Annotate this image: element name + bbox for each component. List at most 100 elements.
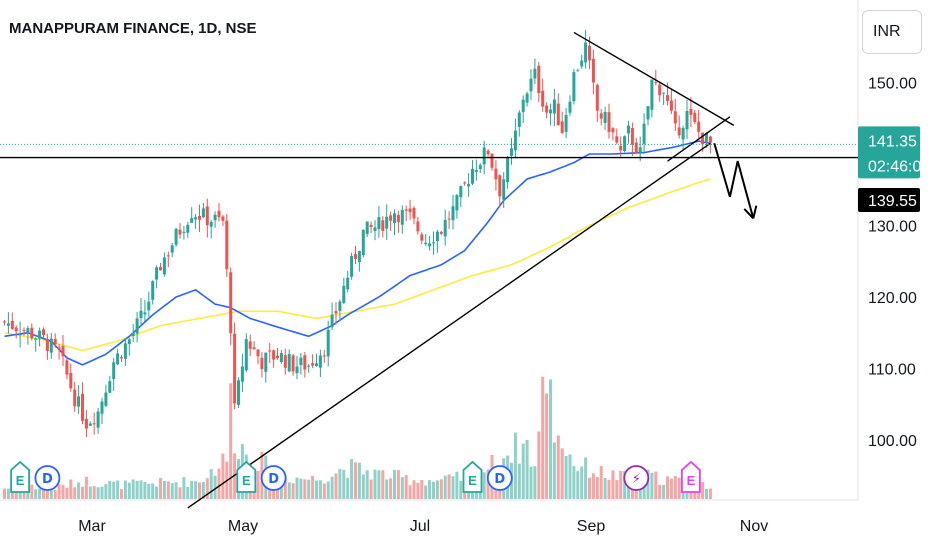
candle-body — [603, 111, 607, 123]
candle-body — [404, 209, 408, 211]
volume-bar — [607, 479, 611, 499]
candle-body — [630, 127, 634, 145]
candle-body — [396, 214, 400, 223]
volume-bar — [77, 482, 81, 499]
ma-fast-line — [4, 140, 711, 366]
candle-body — [38, 330, 42, 339]
candle-body — [357, 250, 361, 263]
event-marker-label: D — [42, 472, 53, 487]
candle-body — [564, 115, 568, 132]
volume-bar — [439, 479, 443, 499]
candle-body — [170, 245, 174, 253]
candle-body — [22, 329, 26, 331]
candle-body — [162, 257, 166, 275]
candle-body — [478, 164, 482, 170]
volume-bar — [552, 442, 556, 499]
volume-bar — [14, 487, 18, 499]
candle-body — [92, 423, 96, 425]
volume-bar — [619, 470, 623, 499]
candle-body — [658, 84, 662, 96]
candle-body — [120, 357, 123, 359]
candle-body — [139, 310, 143, 319]
volume-bar — [584, 457, 588, 499]
volume-bar — [96, 487, 100, 499]
volume-bar — [451, 476, 455, 499]
candle-body — [213, 214, 217, 221]
candles — [3, 29, 712, 438]
volume-bar — [6, 488, 10, 499]
volume-bar — [361, 474, 365, 499]
candle-body — [205, 206, 209, 226]
candle-body — [662, 92, 666, 94]
projection-arrow-head — [752, 205, 758, 219]
volume-bar — [116, 480, 120, 499]
volume-bar — [88, 486, 92, 499]
candle-body — [549, 109, 552, 114]
volume-bar — [174, 482, 178, 499]
event-markers[interactable]: E D E D E D ⚡ E — [10, 460, 701, 493]
volume-bar — [170, 483, 174, 499]
candle-body — [369, 224, 373, 228]
candle-body — [287, 354, 291, 372]
candle-body — [108, 381, 112, 393]
candle-body — [673, 111, 677, 124]
candle-body — [61, 346, 65, 357]
volume-bar — [346, 477, 350, 499]
currency-selector[interactable]: INR — [862, 10, 922, 54]
last-price-tag — [858, 126, 920, 179]
volume-bar — [303, 479, 307, 499]
candle-body — [322, 355, 326, 357]
volume-bar — [350, 459, 354, 499]
candle-body — [194, 217, 198, 220]
volume-bar — [30, 484, 34, 499]
candle-body — [513, 130, 517, 151]
trendlines[interactable] — [0, 31, 858, 509]
candle-body — [650, 79, 654, 110]
candle-body — [6, 323, 10, 326]
volume-bar — [677, 477, 681, 499]
volume-bar — [443, 475, 447, 499]
volume-bar — [486, 469, 490, 499]
volume-bar — [190, 480, 194, 499]
volume-bar — [537, 431, 541, 499]
candle-body — [595, 84, 599, 111]
candle-body — [217, 210, 221, 218]
candle-body — [619, 145, 623, 151]
event-marker-label: ⚡ — [632, 472, 641, 487]
candle-body — [646, 106, 650, 120]
candle-body — [576, 70, 580, 72]
bar-countdown: 02:46:09 — [868, 158, 930, 175]
candle-body — [389, 215, 393, 221]
candle-body — [276, 355, 279, 358]
volume-bar — [572, 466, 576, 499]
volume-bar — [135, 480, 139, 499]
volume-bar — [159, 477, 162, 499]
volume-bar — [666, 476, 669, 499]
price-axis[interactable]: 100.00 110.00 120.00 130.00 150.00 — [868, 76, 917, 451]
event-marker-label: E — [16, 473, 25, 488]
candle-body — [459, 186, 463, 198]
volume-bar — [447, 474, 451, 499]
volume-bar — [291, 483, 295, 499]
volume-bar — [549, 379, 552, 499]
candle-body — [182, 231, 186, 233]
volume-bar — [708, 488, 712, 499]
candle-body — [151, 280, 155, 300]
time-axis[interactable]: Mar May Jul Sep Nov — [78, 518, 768, 535]
volume-bar — [295, 477, 299, 499]
volume-bar — [10, 487, 14, 499]
candle-body — [474, 170, 478, 172]
volume-bar — [599, 465, 603, 499]
candle-body — [65, 360, 69, 375]
volume-bar — [412, 480, 416, 499]
candle-body — [381, 220, 385, 231]
candle-body — [627, 125, 630, 134]
volume-bar — [209, 469, 213, 499]
candle-body — [307, 365, 311, 367]
volume-bar — [673, 476, 677, 499]
candle-body — [81, 393, 84, 421]
candle-body — [244, 339, 248, 371]
volume-bar — [229, 383, 233, 499]
volume-bar — [307, 479, 311, 499]
